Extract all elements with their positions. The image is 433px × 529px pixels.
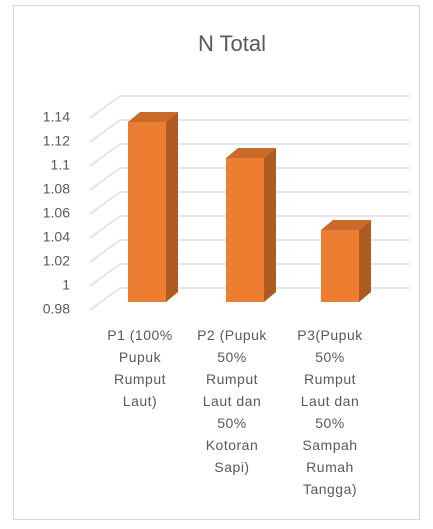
x-tick-label: P1 (100% Pupuk Rumput Laut) xyxy=(107,327,173,409)
bar-front xyxy=(226,158,264,302)
grid-line xyxy=(89,287,410,311)
y-tick-label: 1.12 xyxy=(43,133,70,149)
grid-line xyxy=(89,239,410,263)
y-tick-label: 1.02 xyxy=(43,253,70,269)
bar-side xyxy=(166,112,178,302)
bar-side xyxy=(359,220,371,302)
grid-line xyxy=(89,95,410,119)
bar xyxy=(321,220,371,302)
bar-top xyxy=(321,220,371,230)
y-tick-label: 0.98 xyxy=(43,301,70,317)
chart-title: N Total xyxy=(198,31,266,56)
y-tick-label: 1.04 xyxy=(43,229,70,245)
bar-side xyxy=(264,148,276,302)
grid-line xyxy=(89,143,410,167)
bar xyxy=(128,112,178,302)
grid-line xyxy=(89,263,410,287)
x-tick-label: P2 (Pupuk 50% Rumput Laut dan 50% Kotora… xyxy=(197,327,267,475)
y-tick-label: 1.08 xyxy=(43,181,70,197)
bar-top xyxy=(226,148,276,158)
grid-line xyxy=(89,191,410,215)
bar-front xyxy=(321,230,359,302)
y-tick-label: 1.1 xyxy=(51,157,71,173)
grid-line xyxy=(89,215,410,239)
x-tick-label: P3(Pupuk 50% Rumput Laut dan 50% Sampah … xyxy=(297,327,363,497)
bar-top xyxy=(128,112,178,122)
bar-front xyxy=(128,122,166,302)
y-tick-label: 1 xyxy=(62,277,70,293)
grid-line xyxy=(89,167,410,191)
y-tick-label: 1.06 xyxy=(43,205,70,221)
y-tick-label: 1.14 xyxy=(43,109,70,125)
grid-line xyxy=(89,119,410,143)
bar xyxy=(226,148,276,302)
